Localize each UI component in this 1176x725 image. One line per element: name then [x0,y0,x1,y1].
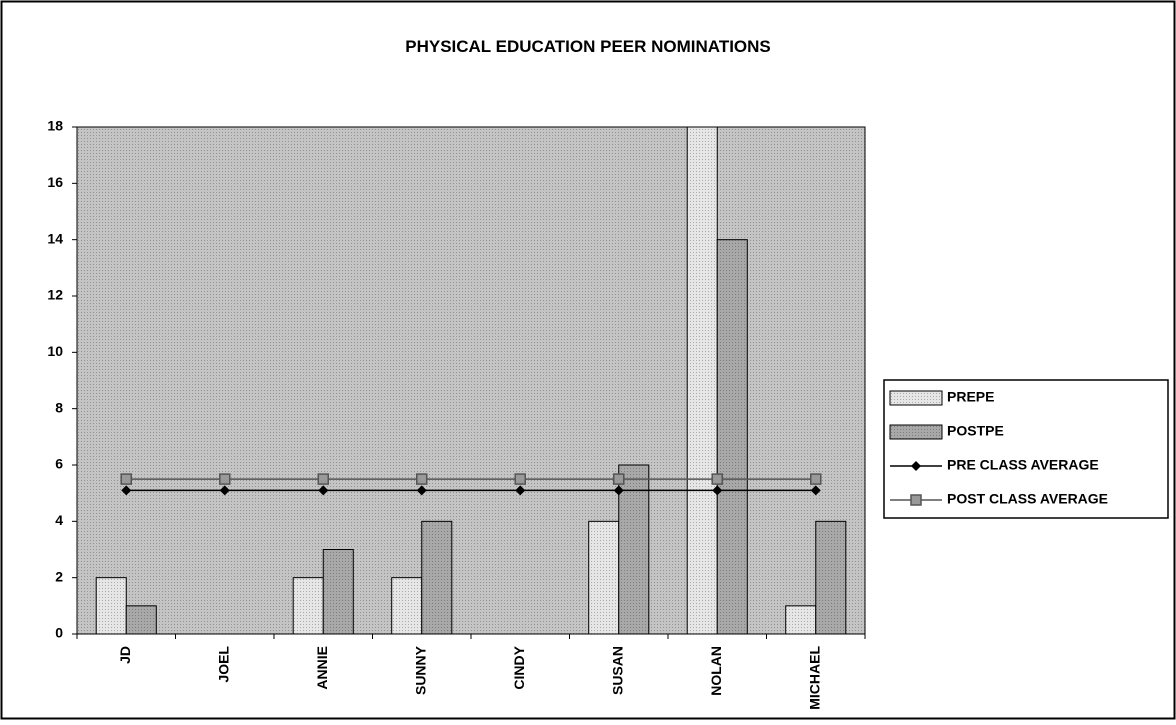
bar-texture [421,521,452,634]
x-tick-label: CINDY [511,645,527,689]
bar-texture [785,605,816,634]
x-tick-label: SUSAN [609,646,625,695]
bar-texture [96,577,127,634]
x-tick-label: MICHAEL [806,646,822,710]
line-marker [317,473,329,485]
y-tick-label: 12 [47,287,63,303]
line-marker [416,473,428,485]
chart-title: PHYSICAL EDUCATION PEER NOMINATIONS [405,37,771,56]
legend-marker [911,461,921,471]
line-marker [219,485,230,496]
line-marker [711,473,723,485]
line-marker [121,485,132,496]
line-marker [613,473,625,485]
line-marker [712,485,723,496]
x-tick-label: SUNNY [412,645,428,695]
line-marker [219,473,231,485]
legend-label: POSTPE [947,423,1004,439]
legend-marker [910,494,922,506]
bar-texture [588,521,619,634]
line-marker [120,473,132,485]
bar-texture [687,127,718,634]
legend-swatch-texture [890,425,942,439]
bar-texture [618,465,649,634]
y-tick-label: 18 [47,118,63,134]
y-tick-label: 16 [47,174,63,190]
y-tick-label: 6 [55,456,63,472]
line-marker [810,485,821,496]
y-tick-label: 14 [47,230,63,246]
x-tick-label: JD [117,646,133,664]
x-tick-label: JOEL [215,646,231,683]
legend-label: PRE CLASS AVERAGE [947,457,1099,473]
y-tick-label: 8 [55,399,63,415]
line-marker [416,485,427,496]
bar-texture [293,577,324,634]
line-marker [318,485,329,496]
x-tick-label: NOLAN [708,646,724,696]
line-marker [613,485,624,496]
bars [95,127,847,634]
line-marker [514,473,526,485]
bar-texture [391,577,422,634]
legend-swatch-texture [890,391,942,405]
bar-texture [126,605,157,634]
y-tick-label: 2 [55,568,63,584]
bar-texture [717,239,748,634]
y-tick-label: 10 [47,343,63,359]
bar-texture [815,521,846,634]
legend-label: POST CLASS AVERAGE [947,491,1108,507]
x-tick-label: ANNIE [314,646,330,690]
bar-texture [323,549,354,634]
y-tick-label: 0 [55,625,63,641]
line-marker [810,473,822,485]
y-tick-label: 4 [55,512,63,528]
legend-label: PREPE [947,389,994,405]
line-marker [515,485,526,496]
